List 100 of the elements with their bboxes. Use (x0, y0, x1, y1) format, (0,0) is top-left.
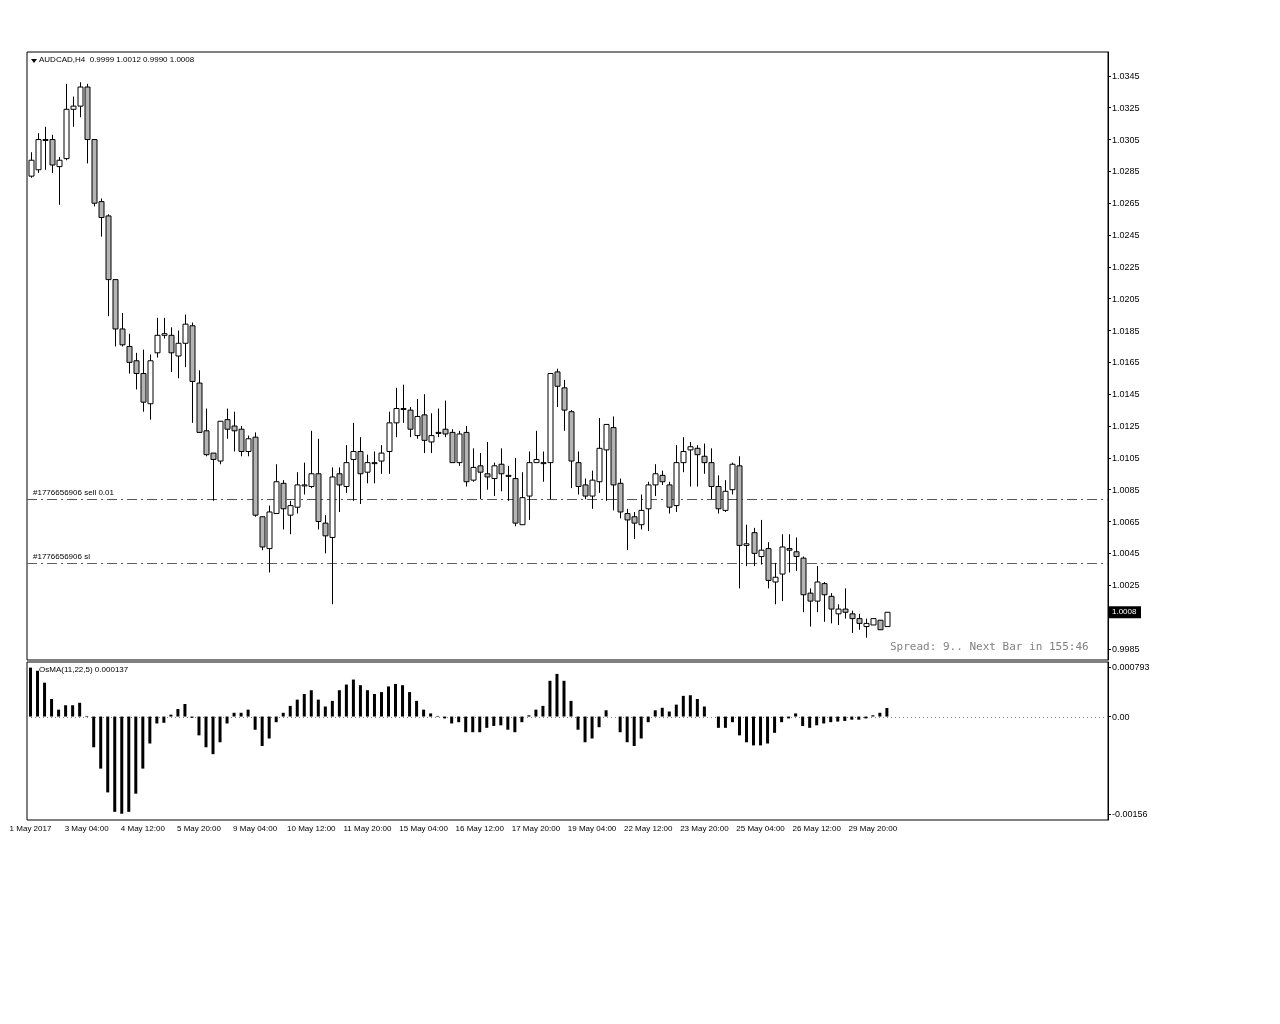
bar (204, 716, 208, 748)
x-tick-label: 16 May 12:00 (455, 823, 505, 833)
bar (323, 706, 327, 717)
candlestick (378, 444, 385, 475)
bar (695, 698, 699, 717)
y-tick-label: 1.0045 (1112, 548, 1140, 559)
y-tick-label: 1.0105 (1112, 452, 1140, 463)
bar (639, 716, 643, 739)
bar (309, 690, 313, 717)
bar (401, 685, 405, 717)
x-tick-label: 10 May 12:00 (287, 823, 337, 833)
bar (653, 710, 657, 717)
y-tick-label: 0.00 (1112, 711, 1130, 722)
bar (597, 716, 601, 728)
bar (625, 716, 629, 743)
bar (429, 713, 433, 717)
bar (260, 716, 264, 747)
bar (815, 716, 819, 726)
bar (660, 707, 664, 717)
bar (246, 709, 250, 717)
bar (843, 716, 847, 721)
x-tick-label: 17 May 20:00 (511, 823, 561, 833)
bar (358, 685, 362, 717)
bar (569, 700, 573, 717)
bar (548, 680, 552, 717)
bar (541, 705, 545, 717)
y-tick-label: 1.0145 (1112, 389, 1140, 400)
bar (773, 716, 777, 733)
y-tick-label: -0.00156 (1112, 809, 1148, 820)
bar (330, 700, 334, 717)
bar (232, 712, 236, 717)
chart-title: AUDCAD,H4 0.9999 1.0012 0.9990 1.0008 (39, 54, 195, 64)
bar (681, 695, 685, 717)
bar (302, 693, 306, 717)
bar (141, 716, 145, 769)
bar (92, 716, 96, 748)
x-tick-label: 4 May 12:00 (120, 823, 166, 833)
y-tick-label: 1.0205 (1112, 293, 1140, 304)
annotation: 1.0008 (1112, 606, 1138, 616)
bar (197, 716, 201, 736)
bar (478, 716, 482, 733)
x-tick-label: 15 May 04:00 (399, 823, 449, 833)
bar (794, 713, 798, 717)
bar (492, 716, 496, 726)
bar (667, 711, 671, 717)
bar (379, 692, 383, 717)
y-tick-label: 1.0065 (1112, 516, 1140, 527)
bar (759, 716, 763, 746)
bar (43, 682, 47, 717)
bar (106, 716, 110, 793)
bar (471, 716, 475, 733)
bar (337, 690, 341, 717)
bar (372, 693, 376, 717)
candlestick (793, 536, 800, 572)
bar (29, 667, 33, 717)
bar (120, 716, 124, 814)
bar (723, 716, 727, 728)
bar (211, 716, 215, 755)
bar (752, 716, 756, 746)
bar (716, 716, 720, 728)
bar (422, 709, 426, 717)
bar (71, 705, 75, 717)
bar (850, 716, 854, 720)
bar (288, 705, 292, 717)
bar (415, 700, 419, 717)
y-tick-label: 1.0265 (1112, 198, 1140, 209)
x-tick-label: 3 May 04:00 (64, 823, 110, 833)
bar (737, 716, 741, 736)
bar (162, 716, 166, 723)
bar (183, 704, 187, 717)
bar (878, 712, 882, 717)
bar (127, 716, 131, 812)
ref-line-label: #1776656906 sell 0.01 (33, 488, 115, 497)
bar (836, 716, 840, 722)
y-tick-label: 1.0245 (1112, 230, 1140, 241)
bar (113, 716, 117, 812)
bar (78, 702, 82, 717)
bar (134, 716, 138, 794)
x-tick-label: 25 May 04:00 (736, 823, 786, 833)
candlestick (561, 379, 568, 432)
bar (295, 699, 299, 717)
bar (555, 673, 559, 717)
bar (674, 704, 678, 717)
bar (281, 712, 285, 717)
bar (590, 716, 594, 739)
bar (485, 716, 489, 728)
bar (464, 716, 468, 733)
bar (351, 679, 355, 717)
bar (513, 716, 517, 733)
bar (885, 707, 889, 717)
bar (604, 710, 608, 717)
bar (64, 705, 68, 717)
bar (702, 706, 706, 717)
y-tick-label: 1.0185 (1112, 325, 1140, 336)
bar (365, 690, 369, 717)
bar (576, 716, 580, 730)
bar (808, 716, 812, 728)
y-tick-label: 1.0285 (1112, 166, 1140, 177)
bar (99, 716, 103, 769)
bar (857, 716, 861, 720)
